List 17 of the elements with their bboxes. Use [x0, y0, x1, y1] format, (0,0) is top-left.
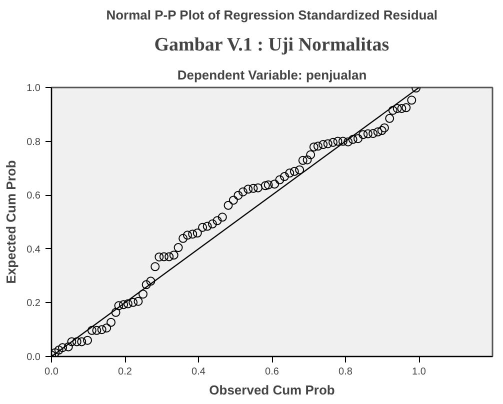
chart-subtitle: Dependent Variable: penjualan — [177, 68, 367, 82]
y-tick-label: 0.2 — [26, 298, 41, 310]
y-tick-label: 1.0 — [26, 83, 41, 94]
y-tick-label: 0.0 — [26, 352, 41, 363]
x-axis-title: Observed Cum Prob — [209, 382, 335, 398]
x-tick-label: 1.0 — [412, 366, 426, 378]
x-tick-label: 0.4 — [192, 366, 206, 378]
text: Gambar V.1 : Uji Normalitas — [154, 34, 390, 56]
y-tick-label: 0.4 — [26, 244, 41, 256]
x-tick-label: 0.2 — [118, 366, 132, 378]
x-tick-label: 0.8 — [338, 366, 353, 378]
chart-title: Normal P-P Plot of Regression Standardized Residual — [106, 8, 438, 22]
x-tick-label: 0.0 — [44, 366, 59, 378]
y-tick-label: 0.8 — [26, 136, 41, 148]
y-axis-title: Expected Cum Prob — [4, 160, 19, 284]
x-tick-label: 0.6 — [265, 366, 280, 378]
y-tick-label: 0.6 — [26, 190, 41, 202]
